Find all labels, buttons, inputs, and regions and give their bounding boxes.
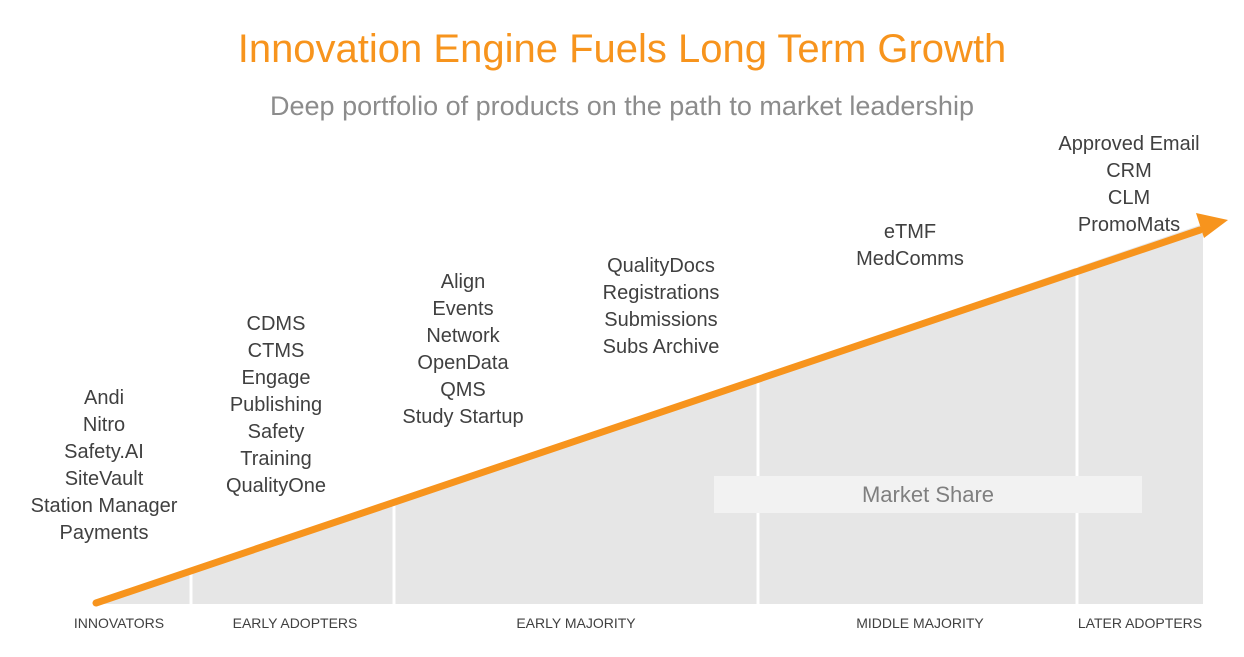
stage-label-innovators: INNOVATORS <box>73 615 165 631</box>
product-label: QualityOne <box>225 475 327 497</box>
slide-subtitle: Deep portfolio of products on the path t… <box>270 91 974 121</box>
product-label: CTMS <box>247 340 305 362</box>
product-label: Engage <box>241 367 311 389</box>
stage-label-early-adopters: EARLY ADOPTERS <box>232 615 358 631</box>
stage-label-later-adopters: LATER ADOPTERS <box>1077 615 1203 631</box>
product-label: Publishing <box>229 394 323 416</box>
product-label: Nitro <box>82 414 126 436</box>
product-label: CDMS <box>246 313 306 335</box>
group-middle-majority: eTMF MedComms <box>830 219 990 273</box>
product-label: Submissions <box>604 309 718 331</box>
stage-label-early-majority: EARLY MAJORITY <box>516 615 636 631</box>
product-label: QMS <box>440 379 486 401</box>
product-label: CLM <box>1107 187 1151 209</box>
product-label: Safety <box>247 421 305 443</box>
group-early-majority-a: Align Events Network OpenData QMS Study … <box>383 269 543 431</box>
product-label: Events <box>432 298 494 320</box>
market-share-box: Market Share <box>714 476 1142 513</box>
product-label: Approved Email <box>1058 133 1200 155</box>
product-label: Study Startup <box>402 406 524 428</box>
market-share-label: Market Share <box>861 482 995 507</box>
product-label: eTMF <box>883 221 937 243</box>
product-label: Training <box>240 448 312 470</box>
product-label: MedComms <box>856 248 964 270</box>
product-label: Station Manager <box>30 495 178 517</box>
product-label: SiteVault <box>64 468 144 490</box>
group-innovators: Andi Nitro Safety.AI SiteVault Station M… <box>14 385 194 547</box>
product-label: QualityDocs <box>607 255 715 277</box>
product-label: Subs Archive <box>602 336 720 358</box>
product-label: Safety.AI <box>64 441 144 463</box>
group-early-majority-b: QualityDocs Registrations Submissions Su… <box>571 253 751 361</box>
group-later-adopters: Approved Email CRM CLM PromoMats <box>1034 131 1224 239</box>
product-label: Network <box>426 325 500 347</box>
slide-title: Innovation Engine Fuels Long Term Growth <box>237 27 1007 71</box>
product-label: OpenData <box>417 352 509 374</box>
growth-arrow-head <box>1196 213 1228 238</box>
product-label: Registrations <box>602 282 720 304</box>
stage-label-middle-majority: MIDDLE MAJORITY <box>856 615 984 631</box>
product-label: Align <box>440 271 486 293</box>
product-label: PromoMats <box>1077 214 1181 236</box>
product-label: Payments <box>59 522 149 544</box>
group-early-adopters: CDMS CTMS Engage Publishing Safety Train… <box>196 311 356 500</box>
product-label: CRM <box>1106 160 1152 182</box>
product-label: Andi <box>83 387 125 409</box>
growth-arrow-line <box>92 226 1204 607</box>
